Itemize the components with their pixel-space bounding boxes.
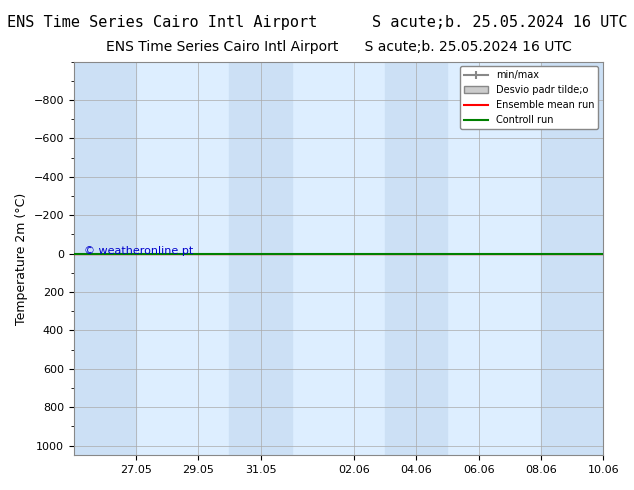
- Bar: [385, 62, 448, 455]
- Legend: min/max, Desvio padr tilde;o, Ensemble mean run, Controll run: min/max, Desvio padr tilde;o, Ensemble m…: [460, 67, 598, 129]
- Bar: [541, 62, 603, 455]
- Y-axis label: Temperature 2m (°C): Temperature 2m (°C): [15, 192, 28, 324]
- Bar: [74, 62, 136, 455]
- Text: © weatheronline.pt: © weatheronline.pt: [84, 245, 193, 256]
- Text: ENS Time Series Cairo Intl Airport      S acute;b. 25.05.2024 16 UTC: ENS Time Series Cairo Intl Airport S acu…: [7, 15, 627, 30]
- Title: ENS Time Series Cairo Intl Airport      S acute;b. 25.05.2024 16 UTC: ENS Time Series Cairo Intl Airport S acu…: [105, 40, 571, 53]
- Bar: [230, 62, 292, 455]
